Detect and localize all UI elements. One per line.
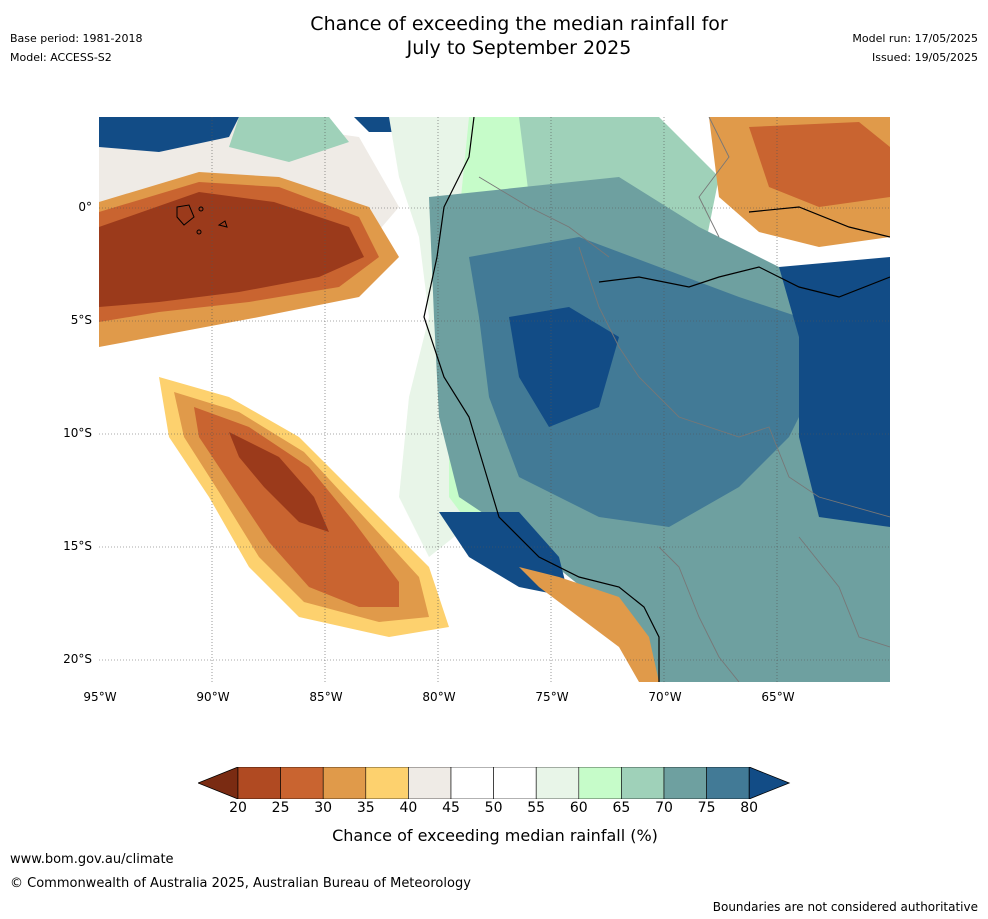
colorbar-tick-label: 40 — [399, 800, 418, 816]
lat-label-20s: 20°S — [63, 652, 92, 666]
region-65-70-nw — [229, 117, 349, 162]
colorbar-segment — [322, 766, 367, 800]
lon-label-65w: 65°W — [761, 690, 795, 704]
northern-river-outline — [748, 206, 890, 238]
lat-label-15s: 15°S — [63, 539, 92, 553]
colorbar-segment — [535, 766, 580, 800]
colorbar-tick-label: 35 — [356, 800, 375, 816]
issued-text: Issued: 19/05/2025 — [871, 51, 978, 64]
title-line-1: Chance of exceeding the median rainfall … — [310, 13, 728, 35]
copyright-text: © Commonwealth of Australia 2025, Austra… — [10, 876, 471, 891]
lon-label-90w: 90°W — [196, 690, 230, 704]
colorbar-tick-label: 55 — [527, 800, 546, 816]
colorbar-tick-label: 80 — [740, 800, 759, 816]
lon-label-70w: 70°W — [648, 690, 682, 704]
base-period-text: Base period: 1981-2018 — [10, 32, 143, 45]
region-80-plus-east — [779, 257, 890, 527]
colorbar-segment — [365, 766, 409, 800]
colorbar-segment — [663, 766, 707, 800]
colorbar-segment — [450, 766, 494, 800]
title-line-2: July to September 2025 — [406, 37, 632, 59]
lon-label-85w: 85°W — [309, 690, 343, 704]
colorbar-segment — [493, 766, 537, 800]
colorbar-segment — [408, 766, 452, 800]
lon-label-80w: 80°W — [422, 690, 456, 704]
colorbar-caption: Chance of exceeding median rainfall (%) — [332, 826, 658, 845]
colorbar-tick-label: 25 — [271, 800, 290, 816]
lon-label-75w: 75°W — [535, 690, 569, 704]
model-text: Model: ACCESS-S2 — [10, 51, 112, 64]
map-svg — [99, 117, 890, 682]
colorbar-segment — [237, 766, 281, 800]
colorbar-svg — [196, 766, 791, 800]
colorbar — [196, 766, 792, 800]
colorbar-ticks: 20 25 30 35 40 45 50 55 60 65 70 75 80 — [220, 800, 780, 820]
colorbar-segment — [280, 766, 324, 800]
colorbar-tick-label: 65 — [612, 800, 631, 816]
lon-label-95w: 95°W — [83, 690, 117, 704]
region-coastal-strip — [519, 567, 659, 682]
region-25-30-ne — [749, 122, 890, 207]
colorbar-tick-label: 60 — [569, 800, 588, 816]
colorbar-tick-label: 50 — [484, 800, 503, 816]
coastline — [423, 117, 660, 682]
amazon-river-outline — [598, 266, 890, 298]
rainfall-probability-map — [99, 117, 890, 682]
colorbar-tick-label: 20 — [229, 800, 247, 816]
colorbar-low-extension — [196, 766, 239, 800]
country-boundaries — [478, 117, 890, 682]
website-link[interactable]: www.bom.gov.au/climate — [10, 852, 174, 867]
disclaimer-text: Boundaries are not considered authoritat… — [712, 900, 978, 914]
region-20-25-west — [99, 192, 364, 307]
colorbar-tick-label: 30 — [314, 800, 333, 816]
region-20-25-south — [229, 432, 329, 532]
colorbar-segment — [578, 766, 622, 800]
map-title: Chance of exceeding the median rainfall … — [244, 12, 794, 60]
lat-label-0: 0° — [78, 200, 92, 214]
graticule — [99, 117, 890, 682]
lat-label-5s: 5°S — [70, 313, 92, 327]
colorbar-tick-label: 70 — [655, 800, 673, 816]
lat-label-10s: 10°S — [63, 426, 92, 440]
colorbar-tick-label: 45 — [442, 800, 460, 816]
region-80-plus-inland — [509, 307, 619, 427]
model-run-text: Model run: 17/05/2025 — [852, 32, 978, 45]
colorbar-segment — [621, 766, 665, 800]
colorbar-segment — [706, 766, 750, 800]
colorbar-tick-label: 75 — [697, 800, 716, 816]
galapagos-islands — [176, 204, 228, 235]
colorbar-high-extension — [748, 766, 791, 800]
region-80-plus-nw — [99, 117, 239, 152]
